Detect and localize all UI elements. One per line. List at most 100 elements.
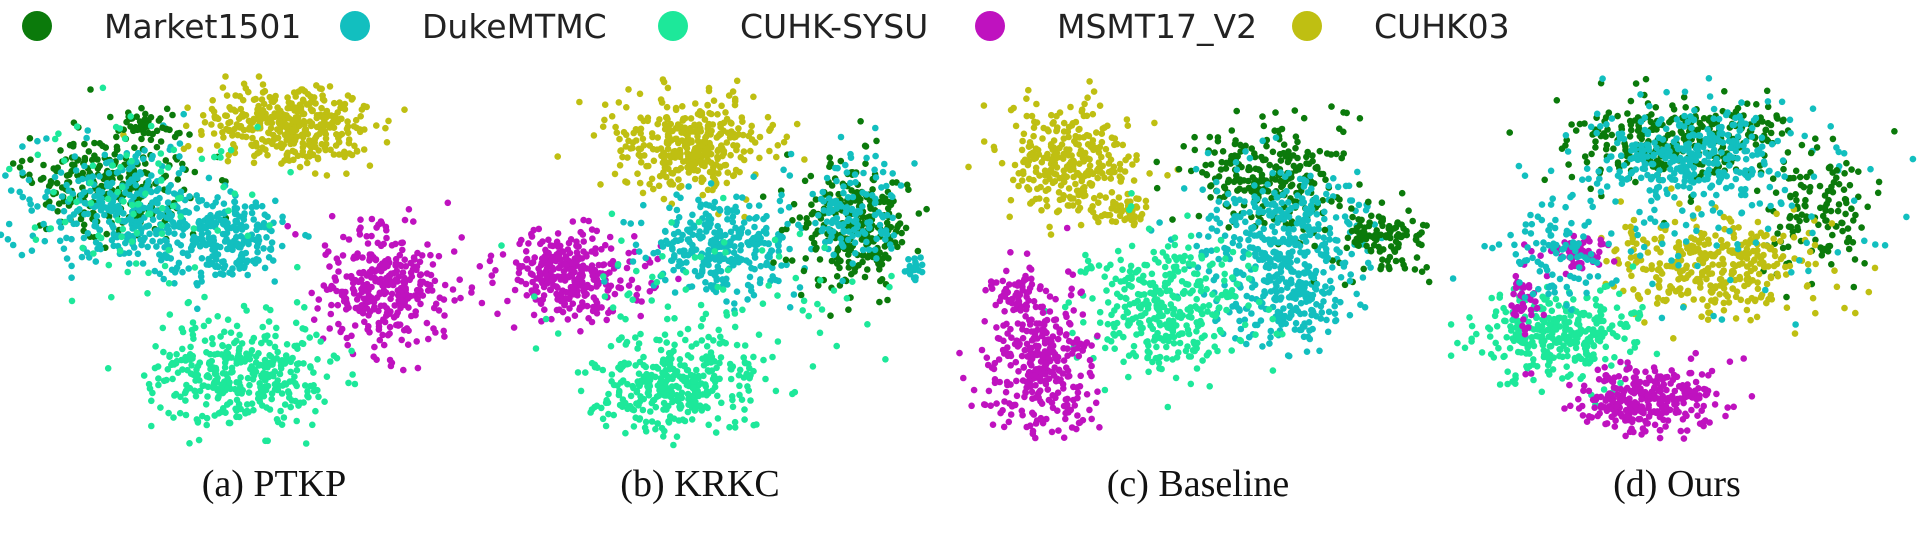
scatter-point-dukemtmc: [697, 235, 704, 242]
scatter-point-cuhk03: [735, 125, 742, 132]
scatter-point-dukemtmc: [1277, 214, 1285, 222]
scatter-point-msmt17-v2: [561, 277, 569, 284]
scatter-point-market1501: [169, 111, 176, 119]
scatter-point-dukemtmc: [1348, 250, 1355, 258]
scatter-point-cuhk03: [360, 146, 368, 153]
scatter-point-cuhk-sysu: [648, 297, 655, 304]
scatter-point-msmt17-v2: [414, 295, 421, 303]
scatter-point-msmt17-v2: [548, 255, 556, 263]
scatter-point-cuhk03: [237, 122, 245, 130]
scatter-point-dukemtmc: [751, 223, 758, 231]
scatter-point-dukemtmc: [231, 208, 239, 215]
scatter-point-cuhk03: [698, 109, 706, 117]
scatter-point-msmt17-v2: [492, 267, 499, 274]
scatter-point-cuhk03: [715, 146, 722, 154]
scatter-point-cuhk-sysu: [234, 388, 241, 396]
scatter-point-cuhk-sysu: [151, 364, 159, 372]
scatter-point-dukemtmc: [1307, 202, 1315, 209]
scatter-point-market1501: [844, 242, 852, 250]
scatter-point-market1501: [1348, 227, 1356, 235]
scatter-point-cuhk-sysu: [155, 375, 162, 382]
scatter-point-market1501: [862, 160, 869, 167]
scatter-point-cuhk-sysu: [685, 401, 692, 409]
scatter-point-dukemtmc: [1270, 249, 1277, 256]
scatter-point-market1501: [1225, 176, 1233, 184]
scatter-point-market1501: [1258, 171, 1266, 179]
scatter-point-dukemtmc: [57, 169, 65, 176]
scatter-point-dukemtmc: [156, 213, 163, 221]
scatter-point-cuhk03: [705, 157, 712, 165]
scatter-point-msmt17-v2: [568, 272, 576, 280]
scatter-point-msmt17-v2: [646, 259, 654, 266]
scatter-point-dukemtmc: [212, 199, 219, 206]
scatter-point-cuhk-sysu: [190, 225, 198, 232]
scatter-point-dukemtmc: [1249, 244, 1257, 252]
scatter-point-cuhk03: [1084, 94, 1091, 101]
scatter-point-dukemtmc: [81, 199, 89, 207]
scatter-point-market1501: [157, 138, 165, 145]
scatter-point-cuhk03: [1023, 112, 1031, 120]
scatter-point-cuhk03: [1115, 194, 1123, 201]
scatter-point-msmt17-v2: [375, 319, 383, 327]
scatter-point-cuhk-sysu: [629, 406, 636, 413]
scatter-point-cuhk-sysu: [155, 381, 162, 389]
scatter-point-market1501: [1358, 216, 1365, 224]
scatter-point-dukemtmc: [764, 253, 771, 260]
scatter-point-msmt17-v2: [550, 273, 557, 281]
scatter-point-dukemtmc: [851, 239, 859, 246]
scatter-point-cuhk-sysu: [691, 254, 699, 261]
scatter-point-market1501: [1327, 151, 1335, 158]
scatter-point-dukemtmc: [1320, 298, 1327, 305]
scatter-point-cuhk03: [314, 155, 322, 163]
scatter-point-dukemtmc: [231, 198, 238, 206]
scatter-point-market1501: [1365, 222, 1373, 230]
scatter-point-msmt17-v2: [364, 240, 372, 247]
scatter-point-msmt17-v2: [370, 298, 378, 306]
scatter-point-dukemtmc: [91, 222, 98, 230]
scatter-point-market1501: [218, 177, 226, 184]
scatter-point-dukemtmc: [642, 254, 649, 262]
scatter-point-market1501: [1328, 103, 1335, 110]
scatter-point-msmt17-v2: [595, 280, 602, 288]
scatter-point-cuhk-sysu: [741, 342, 749, 349]
scatter-point-dukemtmc: [740, 219, 748, 226]
scatter-point-dukemtmc: [205, 255, 212, 263]
scatter-point-cuhk-sysu: [155, 160, 162, 167]
scatter-point-cuhk03: [624, 154, 631, 161]
scatter-point-cuhk03: [722, 109, 729, 116]
scatter-point-dukemtmc: [241, 203, 249, 210]
scatter-point-market1501: [1340, 128, 1347, 136]
scatter-point-cuhk-sysu: [694, 387, 701, 395]
scatter-point-cuhk-sysu: [250, 372, 258, 379]
scatter-point-market1501: [107, 113, 114, 121]
scatter-point-cuhk-sysu: [293, 382, 301, 390]
scatter-point-market1501: [45, 182, 53, 190]
scatter-point-cuhk-sysu: [665, 418, 672, 425]
scatter-point-cuhk03: [1090, 146, 1097, 154]
scatter-point-cuhk-sysu: [186, 440, 193, 447]
scatter-point-cuhk-sysu: [299, 340, 307, 348]
scatter-point-cuhk03: [701, 116, 709, 123]
scatter-point-dukemtmc: [108, 179, 116, 187]
scatter-point-dukemtmc: [1199, 186, 1206, 193]
scatter-point-market1501: [1292, 144, 1299, 152]
scatter-point-cuhk-sysu: [246, 381, 253, 389]
scatter-point-dukemtmc: [843, 169, 851, 176]
scatter-point-cuhk-sysu: [675, 384, 682, 391]
scatter-point-cuhk-sysu: [214, 313, 221, 320]
scatter-point-dukemtmc: [229, 271, 236, 278]
scatter-point-cuhk03: [1077, 221, 1085, 229]
scatter-point-dukemtmc: [750, 173, 757, 180]
scatter-point-msmt17-v2: [457, 294, 464, 302]
scatter-point-dukemtmc: [1267, 334, 1274, 341]
scatter-point-cuhk03: [597, 181, 604, 188]
scatter-point-market1501: [1266, 161, 1273, 169]
scatter-point-cuhk-sysu: [729, 363, 737, 370]
scatter-point-msmt17-v2: [504, 297, 511, 305]
scatter-point-cuhk03: [1164, 172, 1171, 179]
scatter-point-cuhk-sysu: [195, 436, 203, 444]
scatter-point-cuhk-sysu: [206, 359, 213, 366]
scatter-point-cuhk03: [699, 191, 707, 199]
scatter-point-cuhk03: [220, 134, 227, 141]
scatter-point-dukemtmc: [1259, 137, 1266, 145]
